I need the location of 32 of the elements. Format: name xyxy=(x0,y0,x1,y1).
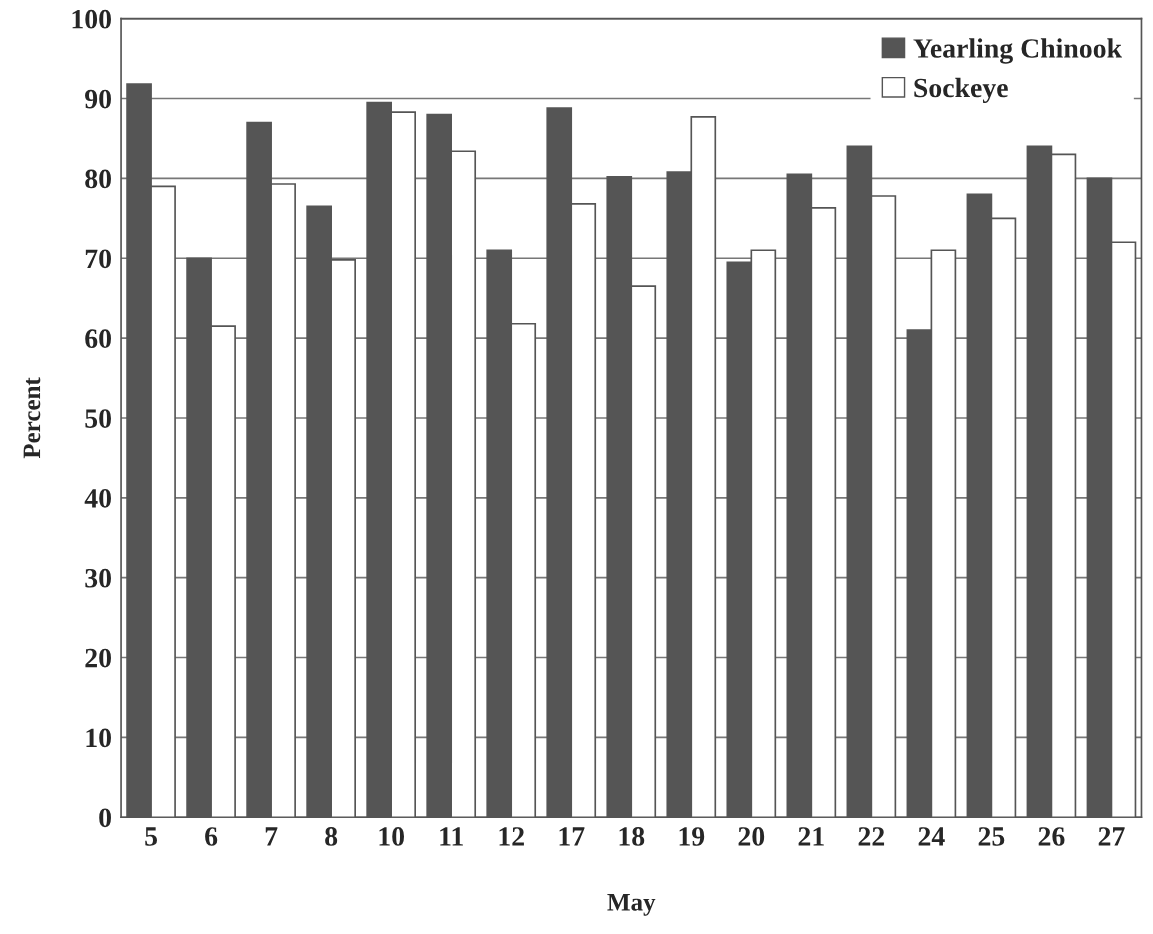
y-tick-label: 30 xyxy=(85,568,111,588)
x-tick-label: 5 xyxy=(145,827,158,846)
x-tick-label: 17 xyxy=(559,827,585,846)
x-tick-label: 7 xyxy=(265,827,278,846)
x-tick-label: 24 xyxy=(918,827,945,846)
legend-label: Yearling Chinook xyxy=(913,38,1122,64)
y-tick-label: 90 xyxy=(85,89,111,109)
x-tick-label: 10 xyxy=(379,827,404,846)
y-tick-label: 70 xyxy=(85,249,111,269)
x-tick-label: 12 xyxy=(499,827,524,846)
y-axis-title: Percent xyxy=(23,377,41,459)
x-tick-label: 6 xyxy=(205,827,218,846)
x-tick-label: 26 xyxy=(1038,827,1065,846)
y-tick-label: 20 xyxy=(85,648,111,668)
y-tick-label: 100 xyxy=(72,9,111,29)
y-tick-label: 40 xyxy=(84,488,111,508)
x-tick-label: 19 xyxy=(679,827,705,846)
x-tick-label: 22 xyxy=(858,827,885,846)
legend-label: Sockeye xyxy=(914,77,1008,104)
y-tick-label: 50 xyxy=(85,409,111,428)
x-tick-label: 20 xyxy=(738,827,765,846)
x-tick-label: 21 xyxy=(798,827,824,846)
x-tick-label: 18 xyxy=(619,827,645,846)
x-tick-label: 27 xyxy=(1098,827,1125,846)
y-tick-label: 60 xyxy=(85,329,111,349)
x-tick-label: 11 xyxy=(440,827,463,846)
y-tick-label: 80 xyxy=(85,169,111,189)
y-tick-label: 0 xyxy=(99,808,111,828)
x-axis-title: May xyxy=(607,894,656,916)
x-tick-label: 25 xyxy=(978,827,1005,846)
y-tick-label: 10 xyxy=(86,728,111,748)
x-tick-label: 8 xyxy=(325,827,338,846)
